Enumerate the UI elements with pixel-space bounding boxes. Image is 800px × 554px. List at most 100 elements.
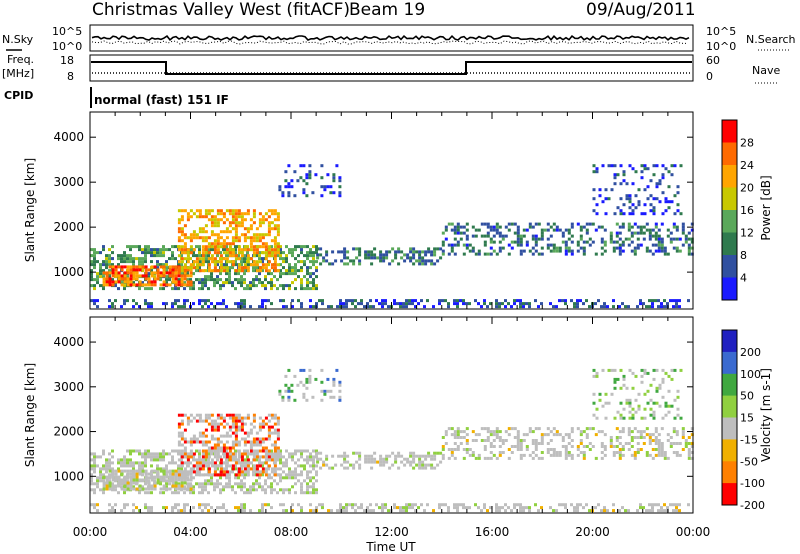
velocity-cell bbox=[162, 455, 165, 459]
power-cell bbox=[204, 224, 208, 228]
power-cell bbox=[474, 299, 477, 303]
power-cell bbox=[195, 278, 198, 282]
velocity-cell bbox=[294, 482, 297, 486]
colorbar-segment bbox=[722, 439, 737, 462]
velocity-cell bbox=[615, 427, 619, 431]
velocity-cell bbox=[198, 461, 202, 465]
velocity-cell bbox=[426, 503, 429, 507]
velocity-cell bbox=[279, 455, 282, 459]
power-cell bbox=[267, 254, 271, 258]
velocity-cell bbox=[660, 506, 663, 510]
station-title: Christmas Valley West (fitACF) bbox=[92, 0, 350, 20]
velocity-cell bbox=[601, 368, 605, 372]
velocity-cell bbox=[198, 455, 201, 459]
power-cell bbox=[144, 260, 147, 264]
velocity-cell bbox=[564, 445, 568, 448]
velocity-cell bbox=[330, 509, 333, 513]
velocity-cell bbox=[519, 445, 523, 448]
velocity-cell bbox=[210, 413, 214, 417]
power-cell bbox=[287, 194, 291, 198]
power-cell bbox=[273, 251, 277, 255]
power-cell bbox=[231, 266, 234, 270]
velocity-cell bbox=[652, 416, 656, 420]
power-cell bbox=[585, 299, 588, 303]
velocity-cell bbox=[129, 452, 132, 456]
power-cell bbox=[156, 268, 160, 272]
power-cell bbox=[412, 256, 416, 260]
power-cell bbox=[156, 277, 160, 281]
velocity-cell bbox=[417, 506, 420, 510]
velocity-cell bbox=[234, 422, 238, 426]
velocity-cell bbox=[312, 509, 315, 513]
velocity-cell bbox=[225, 509, 228, 513]
power-cell bbox=[579, 237, 583, 241]
power-cell bbox=[273, 257, 277, 261]
power-cell bbox=[622, 170, 626, 174]
power-cell bbox=[174, 274, 178, 278]
velocity-cell bbox=[592, 413, 596, 417]
power-cell bbox=[225, 236, 229, 240]
velocity-cell bbox=[120, 481, 124, 485]
power-cell bbox=[186, 260, 190, 264]
velocity-cell bbox=[299, 380, 303, 384]
power-cell bbox=[228, 221, 232, 225]
power-cell bbox=[643, 164, 647, 168]
velocity-cell bbox=[670, 404, 674, 408]
velocity-cell bbox=[627, 442, 631, 445]
velocity-cell bbox=[338, 380, 342, 384]
velocity-cell bbox=[219, 506, 222, 510]
power-cell bbox=[349, 259, 353, 263]
velocity-cell bbox=[183, 467, 187, 471]
power-cell bbox=[237, 257, 241, 261]
velocity-cell bbox=[687, 503, 690, 507]
power-cell bbox=[273, 269, 277, 273]
velocity-cell bbox=[351, 506, 354, 510]
power-cell bbox=[343, 262, 347, 266]
power-cell bbox=[315, 245, 318, 249]
velocity-cell bbox=[610, 392, 614, 396]
power-cell bbox=[174, 277, 178, 281]
velocity-cell bbox=[123, 491, 126, 495]
velocity-cell bbox=[300, 491, 303, 495]
power-cell bbox=[660, 249, 664, 253]
power-cell bbox=[132, 257, 135, 261]
velocity-cell bbox=[246, 431, 250, 435]
power-cell bbox=[498, 234, 502, 238]
velocity-cell bbox=[120, 485, 123, 489]
velocity-cell bbox=[486, 509, 489, 513]
power-cell bbox=[258, 224, 262, 228]
power-cell bbox=[90, 299, 93, 303]
power-cell bbox=[252, 266, 255, 270]
velocity-cell bbox=[96, 464, 99, 468]
power-cell bbox=[240, 284, 243, 288]
power-cell bbox=[246, 260, 250, 264]
power-cell bbox=[177, 218, 181, 222]
power-cell bbox=[651, 234, 655, 238]
power-cell bbox=[186, 218, 190, 222]
velocity-cell bbox=[225, 467, 228, 471]
velocity-cell bbox=[516, 445, 520, 448]
noise-panel bbox=[89, 24, 694, 52]
power-cell bbox=[210, 254, 214, 258]
power-cell bbox=[126, 271, 130, 275]
power-cell bbox=[291, 305, 294, 309]
power-cell bbox=[105, 274, 109, 278]
power-cell bbox=[246, 212, 250, 216]
power-cell bbox=[278, 185, 282, 189]
velocity-cell bbox=[150, 478, 154, 482]
velocity-cell bbox=[528, 506, 531, 510]
colorbar-segment bbox=[722, 483, 737, 506]
power-cell bbox=[258, 260, 262, 264]
velocity-cell bbox=[678, 442, 682, 445]
power-cell bbox=[273, 266, 277, 270]
velocity-cell bbox=[300, 488, 303, 492]
power-cell bbox=[546, 246, 550, 250]
velocity-cell bbox=[189, 452, 192, 456]
velocity-cell bbox=[645, 509, 648, 513]
velocity-cell bbox=[213, 488, 216, 492]
velocity-cell bbox=[273, 413, 277, 417]
velocity-cell bbox=[222, 470, 226, 474]
velocity-cell bbox=[516, 439, 520, 442]
power-cell bbox=[306, 269, 309, 273]
velocity-cell bbox=[652, 410, 656, 414]
